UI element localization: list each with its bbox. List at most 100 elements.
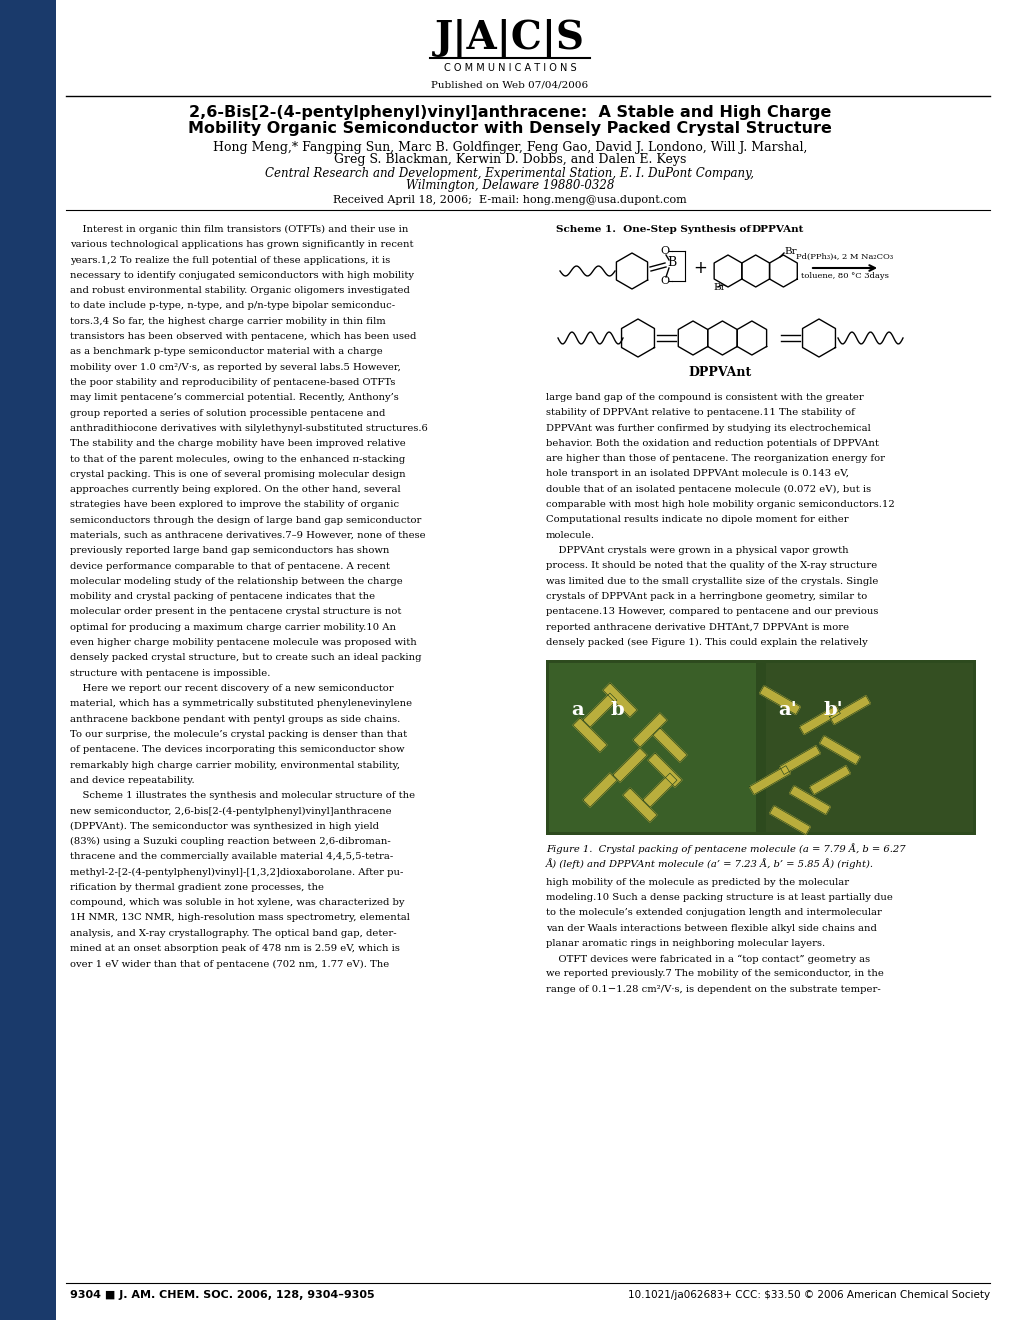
Text: anthracene backbone pendant with pentyl groups as side chains.: anthracene backbone pendant with pentyl … <box>70 714 399 723</box>
Text: materials, such as anthracene derivatives.7–9 However, none of these: materials, such as anthracene derivative… <box>70 531 425 540</box>
Text: remarkably high charge carrier mobility, environmental stability,: remarkably high charge carrier mobility,… <box>70 760 399 770</box>
Text: 9304 ■ J. AM. CHEM. SOC. 2006, 128, 9304–9305: 9304 ■ J. AM. CHEM. SOC. 2006, 128, 9304… <box>70 1290 374 1300</box>
Text: mobility over 1.0 cm²/V·s, as reported by several labs.5 However,: mobility over 1.0 cm²/V·s, as reported b… <box>70 363 400 372</box>
Text: (83%) using a Suzuki coupling reaction between 2,6-dibroman-: (83%) using a Suzuki coupling reaction b… <box>70 837 390 846</box>
Text: necessary to identify conjugated semiconductors with high mobility: necessary to identify conjugated semicon… <box>70 271 414 280</box>
Polygon shape <box>602 684 636 717</box>
Text: densely packed crystal structure, but to create such an ideal packing: densely packed crystal structure, but to… <box>70 653 421 663</box>
Text: Greg S. Blackman, Kerwin D. Dobbs, and Dalen E. Keys: Greg S. Blackman, Kerwin D. Dobbs, and D… <box>333 153 686 166</box>
Polygon shape <box>573 718 606 752</box>
Text: 2,6-Bis[2-(4-pentylphenyl)vinyl]anthracene:  A Stable and High Charge: 2,6-Bis[2-(4-pentylphenyl)vinyl]anthrace… <box>189 106 830 120</box>
Text: tors.3,4 So far, the highest charge carrier mobility in thin film: tors.3,4 So far, the highest charge carr… <box>70 317 385 326</box>
Text: Central Research and Development, Experimental Station, E. I. DuPont Company,: Central Research and Development, Experi… <box>265 168 754 181</box>
Polygon shape <box>779 746 819 775</box>
Text: strategies have been explored to improve the stability of organic: strategies have been explored to improve… <box>70 500 398 510</box>
Text: Hong Meng,* Fangping Sun, Marc B. Goldfinger, Feng Gao, David J. Londono, Will J: Hong Meng,* Fangping Sun, Marc B. Goldfi… <box>213 140 806 153</box>
Text: reported anthracene derivative DHTAnt,7 DPPVAnt is more: reported anthracene derivative DHTAnt,7 … <box>545 623 848 631</box>
Text: b: b <box>610 701 624 719</box>
Text: Å) (left) and DPPVAnt molecule (a’ = 7.23 Å, b’ = 5.85 Å) (right).: Å) (left) and DPPVAnt molecule (a’ = 7.2… <box>545 858 873 869</box>
Text: Mobility Organic Semiconductor with Densely Packed Crystal Structure: Mobility Organic Semiconductor with Dens… <box>187 121 832 136</box>
Polygon shape <box>647 754 682 787</box>
Text: to that of the parent molecules, owing to the enhanced π-stacking: to that of the parent molecules, owing t… <box>70 454 405 463</box>
Text: hole transport in an isolated DPPVAnt molecule is 0.143 eV,: hole transport in an isolated DPPVAnt mo… <box>545 470 848 479</box>
Text: Here we report our recent discovery of a new semiconductor: Here we report our recent discovery of a… <box>70 684 393 693</box>
Text: densely packed (see Figure 1). This could explain the relatively: densely packed (see Figure 1). This coul… <box>545 638 867 647</box>
Text: range of 0.1−1.28 cm²/V·s, is dependent on the substrate temper-: range of 0.1−1.28 cm²/V·s, is dependent … <box>545 985 879 994</box>
Text: device performance comparable to that of pentacene. A recent: device performance comparable to that of… <box>70 561 389 570</box>
Text: van der Waals interactions between flexible alkyl side chains and: van der Waals interactions between flexi… <box>545 924 876 933</box>
Text: even higher charge mobility pentacene molecule was proposed with: even higher charge mobility pentacene mo… <box>70 638 417 647</box>
Text: DPPVAnt: DPPVAnt <box>688 367 751 380</box>
Text: molecule.: molecule. <box>545 531 594 540</box>
Text: 1H NMR, 13C NMR, high-resolution mass spectrometry, elemental: 1H NMR, 13C NMR, high-resolution mass sp… <box>70 913 410 923</box>
Text: O: O <box>659 246 668 256</box>
Text: may limit pentacene’s commercial potential. Recently, Anthony’s: may limit pentacene’s commercial potenti… <box>70 393 398 403</box>
Text: analysis, and X-ray crystallography. The optical band gap, deter-: analysis, and X-ray crystallography. The… <box>70 929 396 937</box>
Text: compound, which was soluble in hot xylene, was characterized by: compound, which was soluble in hot xylen… <box>70 898 405 907</box>
Text: J|A|C|S: J|A|C|S <box>434 18 585 58</box>
Text: The stability and the charge mobility have been improved relative: The stability and the charge mobility ha… <box>70 440 406 449</box>
Text: Pd(PPh₃)₄, 2 M Na₂CO₃: Pd(PPh₃)₄, 2 M Na₂CO₃ <box>796 253 893 261</box>
Text: previously reported large band gap semiconductors has shown: previously reported large band gap semic… <box>70 546 389 556</box>
Text: anthradithiocone derivatives with silylethynyl-substituted structures.6: anthradithiocone derivatives with silyle… <box>70 424 427 433</box>
Text: Interest in organic thin film transistors (OTFTs) and their use in: Interest in organic thin film transistor… <box>70 224 408 234</box>
Text: DPPVAnt was further confirmed by studying its electrochemical: DPPVAnt was further confirmed by studyin… <box>545 424 870 433</box>
Text: Wilmington, Delaware 19880-0328: Wilmington, Delaware 19880-0328 <box>406 178 613 191</box>
Polygon shape <box>583 774 616 807</box>
Polygon shape <box>623 788 656 822</box>
Text: methyl-2-[2-(4-pentylphenyl)vinyl]-[1,3,2]dioxaborolane. After pu-: methyl-2-[2-(4-pentylphenyl)vinyl]-[1,3,… <box>70 867 403 876</box>
Text: and device repeatability.: and device repeatability. <box>70 776 195 785</box>
Text: DPPVAnt crystals were grown in a physical vapor growth: DPPVAnt crystals were grown in a physica… <box>545 546 848 554</box>
Text: material, which has a symmetrically substituted phenylenevinylene: material, which has a symmetrically subs… <box>70 700 412 709</box>
Text: C O M M U N I C A T I O N S: C O M M U N I C A T I O N S <box>443 63 576 73</box>
Text: behavior. Both the oxidation and reduction potentials of DPPVAnt: behavior. Both the oxidation and reducti… <box>545 438 878 447</box>
Text: Published on Web 07/04/2006: Published on Web 07/04/2006 <box>431 81 588 90</box>
Polygon shape <box>612 748 646 781</box>
Text: years.1,2 To realize the full potential of these applications, it is: years.1,2 To realize the full potential … <box>70 256 390 264</box>
Bar <box>0 0 56 1320</box>
Text: modeling.10 Such a dense packing structure is at least partially due: modeling.10 Such a dense packing structu… <box>545 894 892 902</box>
Text: crystals of DPPVAnt pack in a herringbone geometry, similar to: crystals of DPPVAnt pack in a herringbon… <box>545 591 866 601</box>
Text: group reported a series of solution processible pentacene and: group reported a series of solution proc… <box>70 409 385 417</box>
Text: Scheme 1.  One-Step Synthesis of: Scheme 1. One-Step Synthesis of <box>555 224 754 234</box>
Text: crystal packing. This is one of several promising molecular design: crystal packing. This is one of several … <box>70 470 406 479</box>
Bar <box>548 663 755 832</box>
Text: mined at an onset absorption peak of 478 nm is 2.59 eV, which is: mined at an onset absorption peak of 478… <box>70 944 399 953</box>
Text: approaches currently being explored. On the other hand, several: approaches currently being explored. On … <box>70 486 400 494</box>
Text: a: a <box>571 701 583 719</box>
Text: planar aromatic rings in neighboring molecular layers.: planar aromatic rings in neighboring mol… <box>545 939 824 948</box>
Text: 10.1021/ja062683+ CCC: $33.50 © 2006 American Chemical Society: 10.1021/ja062683+ CCC: $33.50 © 2006 Ame… <box>628 1290 989 1300</box>
Text: a': a' <box>777 701 796 719</box>
Text: large band gap of the compound is consistent with the greater: large band gap of the compound is consis… <box>545 393 863 403</box>
Polygon shape <box>809 766 850 795</box>
Text: to the molecule’s extended conjugation length and intermolecular: to the molecule’s extended conjugation l… <box>545 908 881 917</box>
Bar <box>765 663 972 832</box>
Text: and robust environmental stability. Organic oligomers investigated: and robust environmental stability. Orga… <box>70 286 410 296</box>
Polygon shape <box>749 766 790 795</box>
Text: to date include p-type, n-type, and p/n-type bipolar semiconduc-: to date include p-type, n-type, and p/n-… <box>70 301 394 310</box>
Text: thracene and the commercially available material 4,4,5,5-tetra-: thracene and the commercially available … <box>70 853 393 862</box>
Text: was limited due to the small crystallite size of the crystals. Single: was limited due to the small crystallite… <box>545 577 877 586</box>
Polygon shape <box>789 785 829 814</box>
Text: of pentacene. The devices incorporating this semiconductor show: of pentacene. The devices incorporating … <box>70 746 405 754</box>
Text: stability of DPPVAnt relative to pentacene.11 The stability of: stability of DPPVAnt relative to pentace… <box>545 408 854 417</box>
Text: Computational results indicate no dipole moment for either: Computational results indicate no dipole… <box>545 515 848 524</box>
Text: various technological applications has grown significantly in recent: various technological applications has g… <box>70 240 413 249</box>
Text: b': b' <box>823 701 843 719</box>
Text: (DPPVAnt). The semiconductor was synthesized in high yield: (DPPVAnt). The semiconductor was synthes… <box>70 821 379 830</box>
Text: high mobility of the molecule as predicted by the molecular: high mobility of the molecule as predict… <box>545 878 848 887</box>
Text: To our surprise, the molecule’s crystal packing is denser than that: To our surprise, the molecule’s crystal … <box>70 730 407 739</box>
Polygon shape <box>818 735 860 764</box>
Bar <box>545 660 975 836</box>
Text: Scheme 1 illustrates the synthesis and molecular structure of the: Scheme 1 illustrates the synthesis and m… <box>70 791 415 800</box>
Polygon shape <box>642 774 677 807</box>
Text: new semiconductor, 2,6-bis[2-(4-pentylphenyl)vinyl]anthracene: new semiconductor, 2,6-bis[2-(4-pentylph… <box>70 807 391 816</box>
Text: mobility and crystal packing of pentacene indicates that the: mobility and crystal packing of pentacen… <box>70 593 375 601</box>
Polygon shape <box>768 805 810 834</box>
Polygon shape <box>583 693 616 727</box>
Polygon shape <box>828 696 869 725</box>
Polygon shape <box>652 729 687 762</box>
Text: Br: Br <box>784 247 796 256</box>
Text: pentacene.13 However, compared to pentacene and our previous: pentacene.13 However, compared to pentac… <box>545 607 877 616</box>
Polygon shape <box>633 713 666 747</box>
